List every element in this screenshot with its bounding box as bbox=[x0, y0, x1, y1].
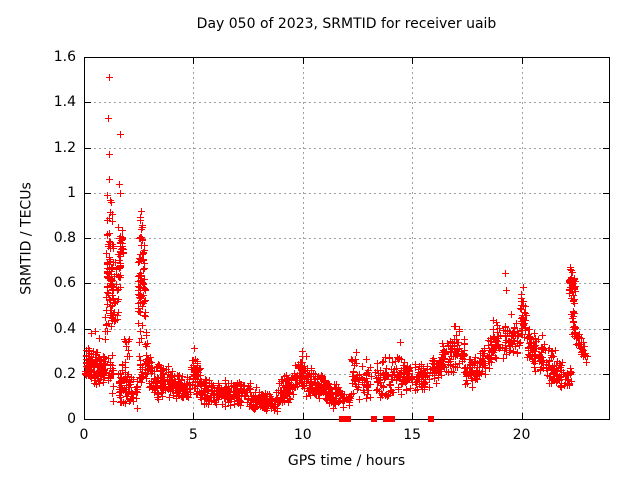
y-tick-label: 1.4 bbox=[53, 94, 76, 111]
chart-title: Day 050 of 2023, SRMTID for receiver uai… bbox=[196, 16, 497, 32]
zero-flag-square bbox=[428, 416, 434, 422]
zero-flag-square bbox=[389, 416, 395, 422]
gridlines bbox=[84, 57, 609, 419]
y-tick-label: 0.2 bbox=[53, 365, 76, 382]
zero-flag-square bbox=[339, 416, 345, 422]
scatter-points bbox=[82, 74, 591, 415]
y-tick-label: 1 bbox=[67, 184, 76, 201]
x-tick-label: 15 bbox=[403, 427, 422, 443]
y-tick-label: 0 bbox=[67, 411, 76, 427]
x-tick-label: 5 bbox=[188, 427, 198, 443]
y-tick-label: 0.8 bbox=[53, 230, 76, 246]
x-tick-label: 10 bbox=[293, 427, 312, 443]
x-tick-label: 0 bbox=[79, 427, 89, 443]
zero-flag-square bbox=[371, 416, 377, 422]
x-axis-label: GPS time / hours bbox=[287, 453, 406, 469]
y-tick-label: 1.2 bbox=[53, 139, 76, 156]
y-tick-label: 0.6 bbox=[53, 275, 76, 292]
y-tick-label: 1.6 bbox=[53, 49, 76, 65]
x-tick-label: 20 bbox=[512, 427, 531, 443]
zero-flag-square bbox=[345, 416, 351, 422]
zero-flag-square bbox=[383, 416, 389, 422]
y-tick-label: 0.4 bbox=[53, 320, 76, 337]
